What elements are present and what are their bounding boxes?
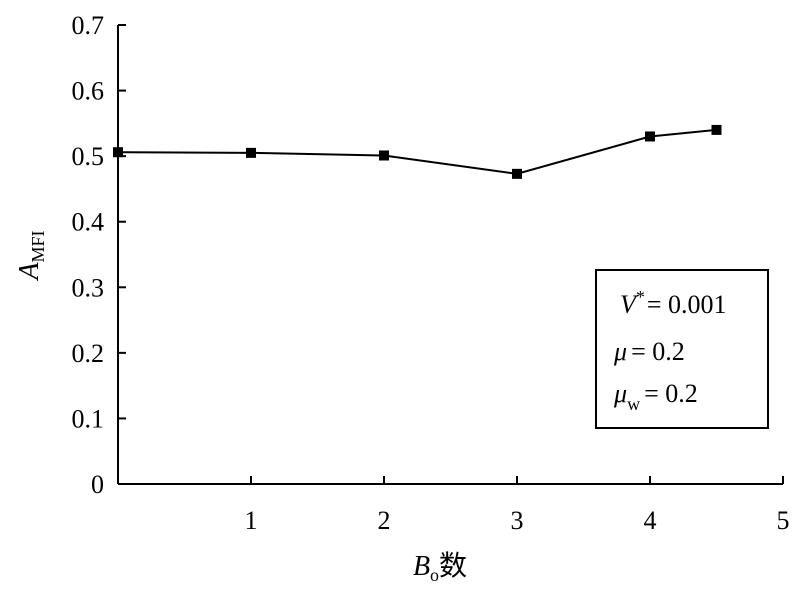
annotation-line-1: V*= 0.001	[620, 287, 727, 319]
data-point	[379, 150, 389, 161]
axes	[117, 25, 783, 485]
x-tick-label: 4	[644, 506, 657, 535]
y-tick-label: 0.2	[72, 339, 105, 368]
data-point	[246, 147, 256, 158]
annotation-box: V*= 0.001 μ = 0.2 μw = 0.2	[595, 269, 769, 429]
data-series	[113, 124, 722, 179]
annotation-line-3: μw = 0.2	[613, 379, 698, 414]
y-axis-ticks: 0 0.1 0.2 0.3 0.4 0.5 0.6 0.7	[72, 11, 126, 499]
y-tick-label: 0	[91, 470, 104, 499]
x-tick-label: 1	[245, 506, 258, 535]
data-point	[645, 131, 655, 142]
y-tick-label: 0.4	[72, 208, 105, 237]
x-axis-ticks: 1 2 3 4 5	[245, 476, 790, 535]
y-axis-label-main: A	[14, 262, 45, 282]
x-tick-label: 2	[378, 506, 391, 535]
y-tick-label: 0.5	[72, 142, 105, 171]
x-tick-label: 3	[511, 506, 524, 535]
data-point	[512, 168, 522, 179]
x-axis-label-main: B	[413, 551, 430, 582]
data-point	[711, 124, 722, 135]
y-axis-label-sub: MFI	[28, 230, 48, 262]
y-tick-label: 0.6	[72, 77, 105, 106]
x-axis-label-suffix: 数	[439, 550, 467, 582]
series-line	[117, 128, 717, 175]
x-tick-label: 5	[777, 506, 790, 535]
annotation-line-2: μ = 0.2	[613, 337, 685, 366]
data-point	[113, 147, 123, 158]
y-axis-label: AMFI	[14, 230, 48, 281]
y-tick-label: 0.7	[72, 11, 105, 40]
x-axis-label: Bo数	[413, 550, 467, 585]
y-tick-label: 0.3	[72, 273, 105, 302]
y-tick-label: 0.1	[72, 404, 105, 433]
x-axis-label-sub: o	[430, 565, 439, 585]
